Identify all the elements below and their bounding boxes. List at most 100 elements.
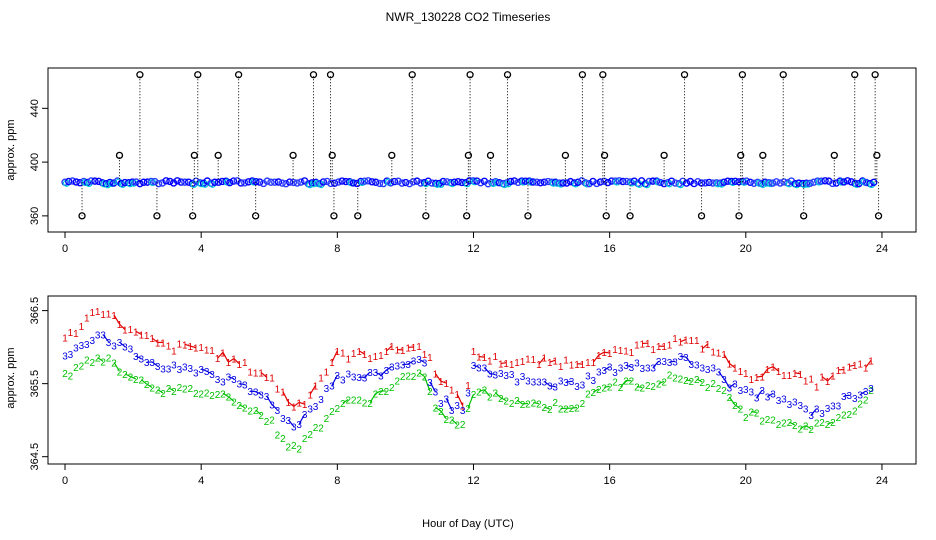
series-2-marker: 2 (117, 367, 123, 378)
hourly-point (387, 179, 395, 187)
hourly-point (154, 179, 163, 188)
series-3-marker: 3 (754, 393, 760, 404)
hourly-point (87, 177, 95, 185)
series-2-segment (222, 392, 229, 398)
series-3-marker: 3 (471, 361, 477, 372)
hourly-point (465, 177, 474, 185)
series-2-marker: 2 (743, 413, 749, 424)
series-2-marker: 2 (601, 383, 607, 394)
series-3-marker: 3 (580, 381, 586, 392)
series-1-marker: 1 (863, 363, 869, 374)
series-2-marker: 2 (166, 384, 172, 395)
series-2-marker: 2 (286, 442, 292, 453)
series-2-segment (696, 378, 703, 383)
series-2-marker: 2 (738, 405, 744, 416)
series-1-marker: 1 (106, 309, 112, 320)
hourly-point (656, 178, 665, 187)
high-spike-point (599, 71, 607, 79)
series-3-marker: 3 (237, 380, 243, 391)
hourly-point (626, 178, 635, 186)
hourly-point (491, 177, 500, 186)
series-3-marker: 3 (394, 362, 400, 373)
series-3-marker: 3 (416, 355, 422, 366)
series-3-marker: 3 (204, 367, 210, 378)
series-2-marker: 2 (618, 383, 624, 394)
series-3-marker: 3 (193, 368, 199, 379)
series-1-marker: 1 (438, 377, 444, 388)
series-2-marker: 2 (476, 387, 482, 398)
series-1-marker: 1 (847, 362, 853, 373)
series-1-segment (440, 380, 447, 384)
series-2-marker: 2 (563, 404, 569, 415)
series-2-marker: 2 (558, 405, 564, 416)
series-2-segment (734, 404, 741, 410)
bottom-y-tick-label: 365.5 (29, 370, 41, 398)
series-2-marker: 2 (378, 387, 384, 398)
series-2-marker: 2 (95, 354, 101, 365)
hourly-point (76, 179, 84, 187)
series-2-segment (636, 385, 643, 389)
hourly-point (589, 177, 597, 186)
series-1-segment (538, 357, 545, 365)
hourly-point (843, 177, 852, 185)
series-2-marker: 2 (335, 404, 341, 415)
hourly-point (578, 177, 586, 185)
series-3-segment (266, 395, 273, 405)
series-3-marker: 3 (340, 376, 346, 387)
mid-spike-point (486, 151, 495, 160)
hourly-point (128, 178, 137, 186)
series-1-segment (821, 376, 828, 382)
series-2-marker: 2 (585, 390, 591, 401)
mid-spike-point (115, 151, 124, 160)
series-1-segment (299, 401, 305, 405)
series-1-marker: 1 (275, 385, 281, 396)
series-1-marker: 1 (155, 338, 161, 349)
hourly-point (768, 179, 777, 187)
series-1-segment (701, 343, 709, 350)
dip-point (735, 212, 743, 220)
series-1-marker: 1 (558, 362, 564, 373)
hourly-point (660, 179, 668, 188)
hourly-point (652, 177, 661, 185)
hourly-point (278, 179, 286, 187)
series-3-marker: 3 (329, 382, 335, 393)
series-1-marker: 1 (797, 370, 803, 381)
series-3-marker: 3 (738, 386, 744, 397)
hourly-point (469, 177, 477, 185)
series-2-marker: 2 (106, 354, 112, 365)
series-1-marker: 1 (547, 358, 553, 369)
series-1-marker: 1 (569, 360, 575, 371)
series-1-marker: 1 (215, 354, 221, 365)
series-1-marker: 1 (340, 349, 346, 360)
series-1-marker: 1 (607, 349, 613, 360)
series-2-marker: 2 (89, 358, 95, 369)
series-1-marker: 1 (394, 346, 400, 357)
series-2-marker: 2 (313, 423, 319, 434)
series-2-segment (440, 410, 447, 420)
hourly-point (338, 177, 346, 185)
series-3-segment (102, 334, 110, 343)
series-1-segment (135, 330, 142, 335)
series-3-marker: 3 (177, 365, 183, 376)
series-3-segment (151, 361, 158, 367)
hourly-point (596, 178, 605, 186)
hourly-point (836, 177, 844, 185)
series-1-marker: 1 (324, 368, 330, 379)
series-1-marker: 1 (770, 363, 776, 374)
hourly-point (304, 180, 313, 188)
series-2-marker: 2 (694, 375, 700, 386)
series-3-marker: 3 (830, 401, 836, 412)
series-1-marker: 1 (699, 345, 705, 356)
series-3-marker: 3 (106, 338, 112, 349)
series-3-segment (287, 419, 295, 427)
hourly-point (555, 179, 563, 187)
series-3-marker: 3 (498, 369, 504, 380)
hourly-point (757, 179, 766, 188)
series-3-marker: 3 (79, 341, 85, 352)
dip-point (153, 212, 161, 220)
series-3-segment (200, 368, 207, 372)
series-1-marker: 1 (601, 348, 607, 359)
series-3-marker: 3 (503, 371, 509, 382)
dip-point (800, 212, 808, 220)
